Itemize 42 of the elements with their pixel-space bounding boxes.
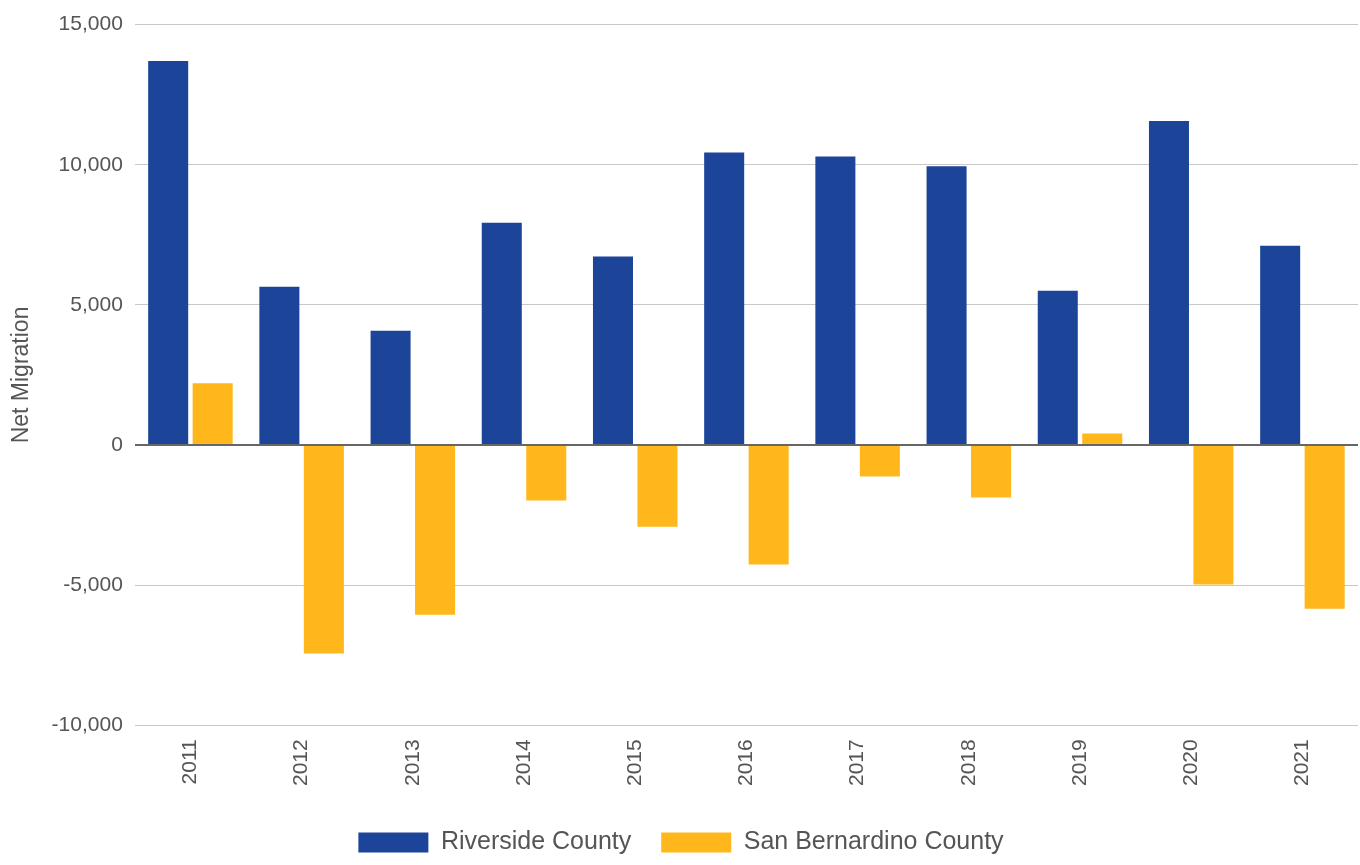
x-tick-label: 2012 bbox=[288, 739, 312, 786]
y-tick-label: 0 bbox=[111, 431, 123, 455]
bar bbox=[481, 222, 522, 445]
y-tick-label: 10,000 bbox=[58, 151, 123, 175]
x-tick-label: 2014 bbox=[510, 738, 534, 786]
bar bbox=[415, 446, 456, 615]
x-tick-label: 2017 bbox=[844, 739, 868, 786]
y-axis-title: Net Migration bbox=[7, 306, 34, 444]
bar bbox=[971, 446, 1012, 498]
x-tick-label: 2011 bbox=[177, 739, 201, 785]
y-tick-label: 5,000 bbox=[70, 291, 123, 315]
bar bbox=[303, 446, 344, 654]
bar bbox=[1304, 446, 1345, 609]
y-tick-label: -10,000 bbox=[51, 712, 123, 736]
x-tick-label: 2019 bbox=[1066, 739, 1090, 786]
bar bbox=[704, 152, 745, 445]
x-tick-label: 2018 bbox=[955, 739, 979, 786]
x-tick-label: 2013 bbox=[399, 739, 423, 786]
legend-label: San Bernardino County bbox=[743, 826, 1005, 855]
bar bbox=[815, 156, 856, 445]
bar bbox=[637, 446, 678, 527]
bar bbox=[859, 446, 900, 477]
x-tick-label: 2015 bbox=[622, 739, 646, 786]
y-tick-label: -5,000 bbox=[63, 571, 123, 595]
x-tick-label: 2021 bbox=[1289, 739, 1313, 786]
legend-label: Riverside County bbox=[440, 826, 632, 855]
bar bbox=[1260, 245, 1301, 445]
bar bbox=[592, 256, 633, 445]
bar bbox=[1037, 290, 1078, 445]
bar bbox=[1193, 446, 1234, 585]
bar bbox=[148, 61, 189, 445]
x-tick-label: 2016 bbox=[733, 739, 757, 786]
bar bbox=[526, 446, 567, 501]
bar bbox=[1148, 121, 1189, 445]
bar bbox=[259, 286, 300, 445]
bar bbox=[926, 166, 967, 445]
bar bbox=[748, 446, 789, 565]
bar bbox=[1082, 433, 1123, 445]
y-tick-label: 15,000 bbox=[58, 11, 123, 35]
x-tick-label: 2020 bbox=[1178, 739, 1201, 786]
bar bbox=[192, 383, 233, 445]
bar bbox=[370, 330, 411, 445]
